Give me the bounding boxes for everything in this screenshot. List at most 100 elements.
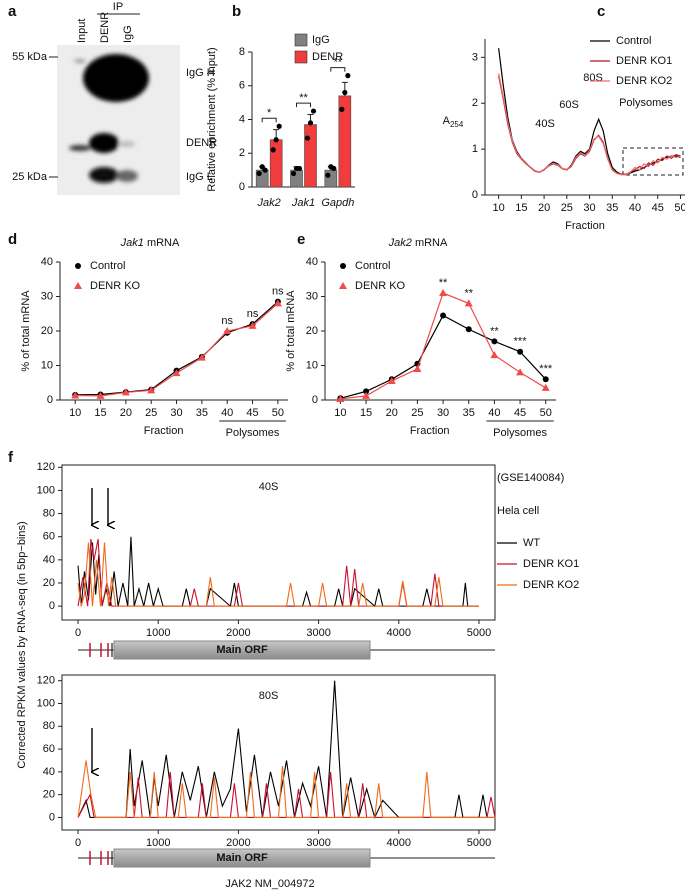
data-point	[465, 326, 472, 333]
data-point	[256, 170, 262, 177]
legend-label: DENR	[312, 51, 343, 63]
band	[116, 170, 138, 182]
data-point	[464, 299, 473, 307]
chart-title-gene: Jak1	[120, 237, 144, 249]
x-tick-label: 5000	[467, 837, 491, 849]
x-tick-label: Gapdh	[321, 197, 354, 209]
lane-label: IgG	[122, 25, 134, 43]
legend-swatch	[294, 33, 308, 47]
data-point	[273, 137, 279, 143]
y-axis-label: Relative enrichment (% input)	[206, 47, 218, 191]
annotation: 60S	[559, 99, 579, 111]
y-tick-label: 20	[306, 325, 318, 337]
y-tick-label: 0	[49, 811, 55, 823]
data-point	[262, 167, 268, 173]
y-tick-label: 10	[306, 359, 318, 371]
y-tick-label: 4	[239, 113, 245, 125]
y-tick-label: 40	[43, 554, 55, 566]
y-tick-label: 80	[43, 507, 55, 519]
panel-label: d	[8, 231, 17, 248]
band	[89, 133, 119, 153]
data-point	[542, 376, 549, 383]
data-point	[276, 123, 282, 129]
x-tick-label: 20	[120, 407, 132, 419]
y-tick-label: 0	[239, 181, 245, 193]
legend-label: Control	[616, 35, 651, 47]
x-tick-label: 50	[540, 407, 552, 419]
main-orf	[113, 848, 371, 868]
data-line	[340, 314, 547, 399]
panel-label: f	[8, 449, 14, 466]
x-tick-label: 10	[493, 202, 505, 214]
x-tick-label: 35	[196, 407, 208, 419]
data-point	[342, 89, 348, 96]
significance-bracket	[261, 117, 277, 123]
data-point	[363, 388, 370, 395]
data-point	[491, 338, 498, 345]
ip-label: IP	[113, 1, 123, 13]
chart-title-text: mRNA	[415, 237, 448, 249]
chart-title-gene: Jak2	[388, 237, 412, 249]
y-tick-label: 2	[239, 147, 245, 159]
significance-label: ns	[272, 286, 284, 298]
x-tick-label: 45	[246, 407, 258, 419]
significance-label: *	[267, 107, 272, 119]
data-point	[147, 386, 156, 394]
y-tick-label: 40	[41, 256, 53, 268]
data-line	[77, 760, 495, 819]
y-axis-label: Corrected RPKM values by RNA-seq (in 5bp…	[16, 521, 28, 768]
y-axis-label-main: A	[443, 115, 451, 127]
data-point	[223, 327, 232, 334]
x-tick-label: 4000	[387, 837, 411, 849]
y-axis-label-sub: 254	[450, 120, 464, 129]
x-tick-label: 2000	[226, 837, 250, 849]
y-tick-label: 120	[37, 461, 55, 473]
x-tick-label: 30	[583, 202, 595, 214]
data-point	[440, 312, 447, 319]
x-tick-label: 10	[69, 407, 81, 419]
main-orf	[113, 640, 371, 660]
dataset-label: (GSE140084)	[497, 472, 564, 484]
y-tick-label: 10	[41, 359, 53, 371]
data-point	[331, 165, 337, 172]
bracket-label: Polysomes	[226, 427, 280, 439]
x-tick-label: 20	[538, 202, 550, 214]
data-point	[296, 165, 303, 172]
significance-label: ns	[221, 315, 233, 327]
y-tick-label: 40	[43, 766, 55, 778]
x-tick-label: 0	[75, 627, 81, 639]
x-axis-label: Fraction	[410, 425, 450, 437]
chart-title: Jak2 mRNA	[388, 237, 448, 249]
x-tick-label: Jak1	[291, 197, 315, 209]
data-point	[304, 135, 311, 141]
x-tick-label: 20	[386, 407, 398, 419]
orf-label: Main ORF	[216, 852, 268, 864]
data-point	[517, 348, 524, 355]
y-tick-label: 20	[43, 577, 55, 589]
significance-label: **	[334, 57, 343, 69]
data-point	[325, 172, 331, 178]
x-tick-label: 35	[606, 202, 618, 214]
x-tick-label: 4000	[387, 627, 411, 639]
significance-label: **	[490, 325, 499, 337]
data-line	[498, 48, 681, 175]
y-tick-label: 60	[43, 743, 55, 755]
data-point	[413, 364, 422, 372]
y-tick-label: 20	[41, 325, 53, 337]
lane-label: DENR	[99, 12, 111, 43]
bar	[324, 169, 338, 188]
x-tick-label: 45	[514, 407, 526, 419]
legend-swatch	[294, 50, 308, 64]
blot-bands	[69, 54, 149, 183]
x-tick-label: 15	[360, 407, 372, 419]
x-tick-label: 0	[75, 837, 81, 849]
data-point	[310, 108, 317, 114]
x-tick-label: 25	[411, 407, 423, 419]
y-tick-label: 0	[472, 189, 478, 201]
legend-label: DENR KO1	[616, 55, 672, 67]
chart-title: 40S	[259, 481, 279, 493]
band-label: DENR	[186, 137, 217, 149]
data-point	[387, 377, 396, 385]
band-label: IgG L	[186, 171, 213, 183]
data-point	[439, 289, 448, 297]
